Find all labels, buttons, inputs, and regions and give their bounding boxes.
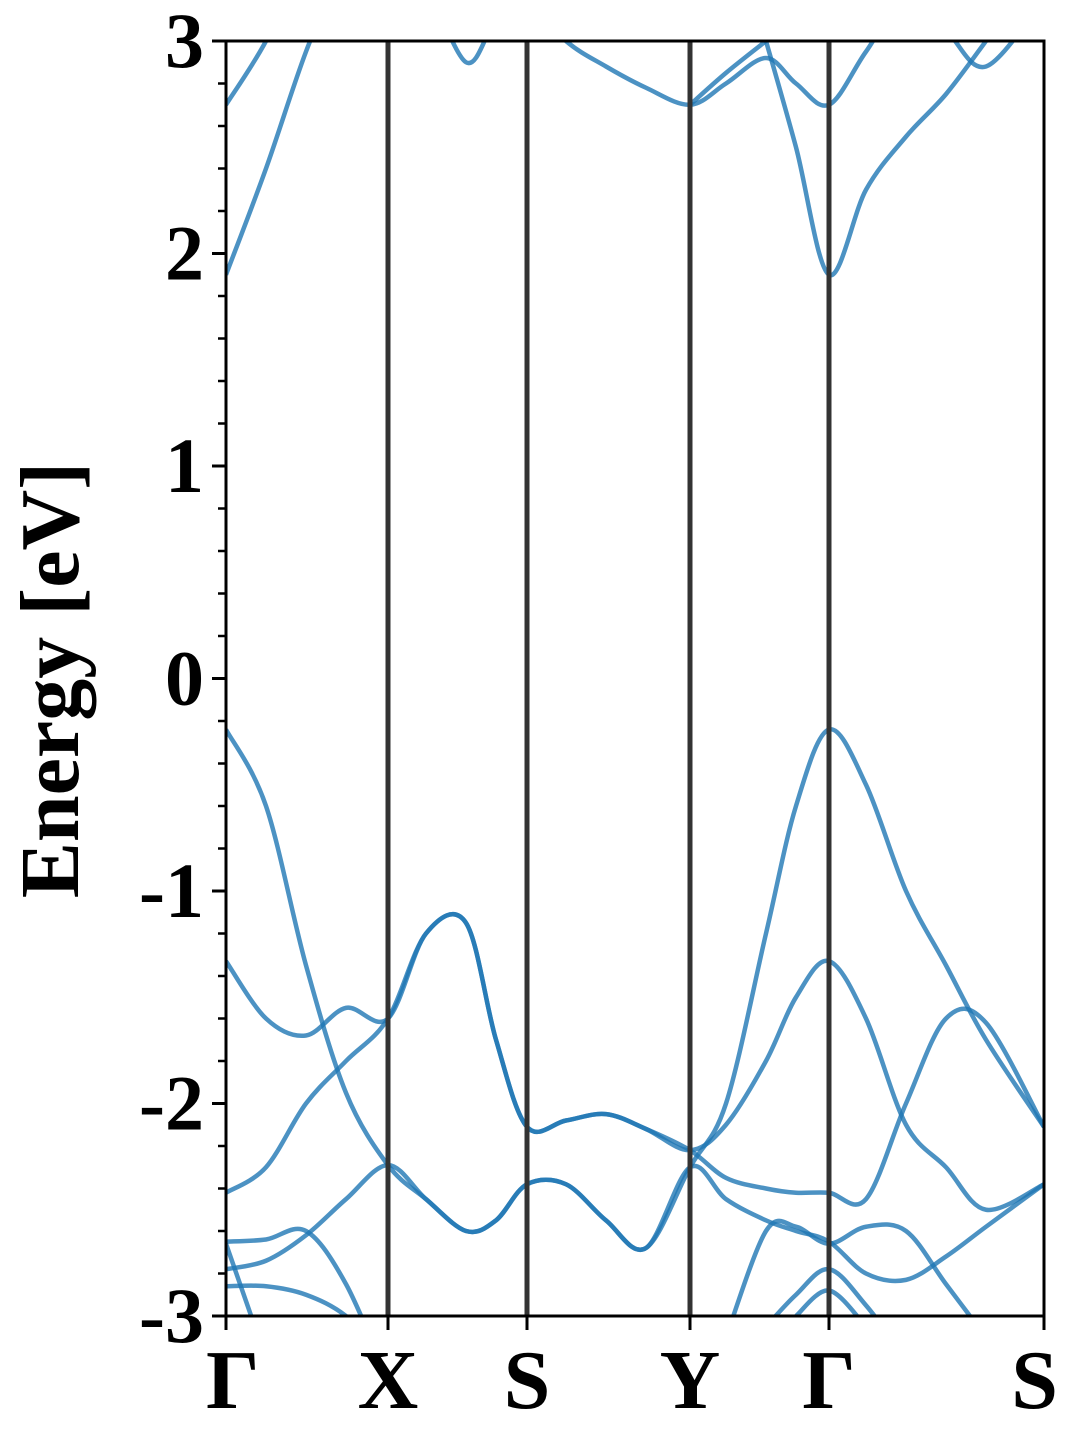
band-line [226,41,1016,108]
band-line [226,41,988,278]
y-tick-label: 1 [165,422,204,509]
x-tick-label: S [504,1334,551,1427]
y-tick-label: 0 [165,635,204,722]
x-tick-label: S [1011,1334,1058,1427]
band-line [226,1162,1044,1284]
y-tick-label: 3 [165,0,204,84]
x-tick-label: Y [660,1334,721,1427]
plot-area [226,41,1044,1316]
x-tick-label: Γ [206,1334,259,1427]
y-tick-label: -2 [139,1060,204,1147]
band-line [688,41,768,107]
band-line [226,727,1044,1253]
band-line [226,1218,973,1316]
y-axis-label: Energy [eV] [4,462,97,898]
x-tick-label: Γ [802,1334,855,1427]
y-tick-label: -3 [139,1272,204,1359]
x-tick-label: X [358,1334,419,1427]
band-line [226,912,1044,1207]
y-tick-label: 2 [165,210,204,297]
y-tick-label: -1 [139,847,204,934]
